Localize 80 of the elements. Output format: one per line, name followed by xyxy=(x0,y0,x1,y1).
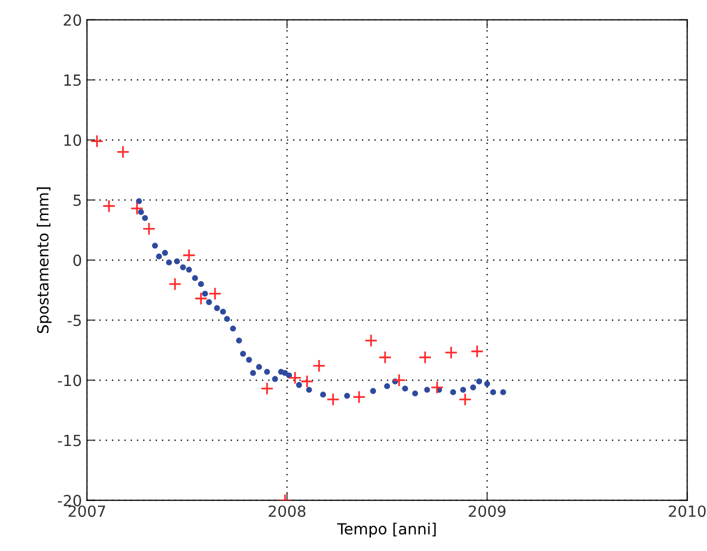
point xyxy=(430,380,444,394)
point xyxy=(214,305,220,312)
y-tick-label: -15 xyxy=(58,434,81,446)
point xyxy=(230,326,236,332)
point xyxy=(418,350,432,364)
point xyxy=(138,209,144,215)
point xyxy=(370,388,376,394)
point xyxy=(460,386,466,393)
point xyxy=(326,392,340,406)
point xyxy=(300,374,314,388)
point xyxy=(378,350,392,364)
point xyxy=(208,287,222,300)
point xyxy=(186,266,192,273)
point xyxy=(246,356,252,363)
point xyxy=(392,374,406,387)
point xyxy=(306,386,312,393)
y-tick-label: -10 xyxy=(58,374,82,386)
point xyxy=(90,134,104,148)
point xyxy=(424,386,430,393)
y-axis-title: Spostamento [mm] xyxy=(36,187,52,334)
point xyxy=(484,380,490,387)
point xyxy=(444,346,458,360)
point xyxy=(490,389,496,396)
point xyxy=(344,392,350,399)
point xyxy=(458,392,472,406)
point xyxy=(384,383,390,390)
point xyxy=(174,258,180,264)
point xyxy=(142,222,156,236)
y-tick-label: 10 xyxy=(64,134,82,146)
point xyxy=(182,248,196,262)
x-tick-label: 2009 xyxy=(468,505,506,517)
point xyxy=(364,334,378,348)
point xyxy=(136,198,142,204)
y-tick-label: 15 xyxy=(64,74,81,86)
y-tick-label: 5 xyxy=(74,194,81,206)
point xyxy=(288,371,302,384)
point xyxy=(236,338,242,344)
point xyxy=(180,264,186,270)
point xyxy=(470,344,484,358)
point xyxy=(352,390,366,404)
x-tick-label: 2008 xyxy=(268,505,306,517)
point xyxy=(220,308,226,315)
point xyxy=(168,277,182,291)
point xyxy=(166,260,172,266)
point xyxy=(130,202,144,216)
y-tick-label: -20 xyxy=(58,494,82,506)
point xyxy=(312,359,326,372)
point xyxy=(412,390,418,396)
point xyxy=(250,370,256,376)
x-axis-title: Tempo [anni] xyxy=(337,522,436,538)
point xyxy=(500,389,506,396)
point xyxy=(142,215,148,221)
point xyxy=(272,376,278,382)
point xyxy=(296,382,302,388)
y-tick-label: -5 xyxy=(68,314,81,326)
point xyxy=(194,292,208,306)
point xyxy=(402,386,408,392)
point xyxy=(224,316,230,322)
point xyxy=(320,392,326,398)
point xyxy=(116,145,130,159)
x-tick-label: 2010 xyxy=(668,505,706,517)
point xyxy=(162,250,168,256)
point xyxy=(152,242,158,249)
point xyxy=(286,372,292,378)
point xyxy=(192,275,198,282)
point xyxy=(470,384,476,390)
point xyxy=(450,389,456,396)
point xyxy=(260,382,274,396)
x-tick-label: 2007 xyxy=(68,505,106,517)
point xyxy=(476,378,482,384)
point xyxy=(198,281,204,288)
y-tick-label: 0 xyxy=(73,254,82,266)
point xyxy=(264,368,270,375)
point xyxy=(206,299,212,306)
point xyxy=(202,290,208,297)
point xyxy=(102,199,116,213)
point xyxy=(156,254,162,260)
y-tick-label: 20 xyxy=(64,14,82,26)
point xyxy=(240,350,246,357)
point xyxy=(256,364,262,370)
